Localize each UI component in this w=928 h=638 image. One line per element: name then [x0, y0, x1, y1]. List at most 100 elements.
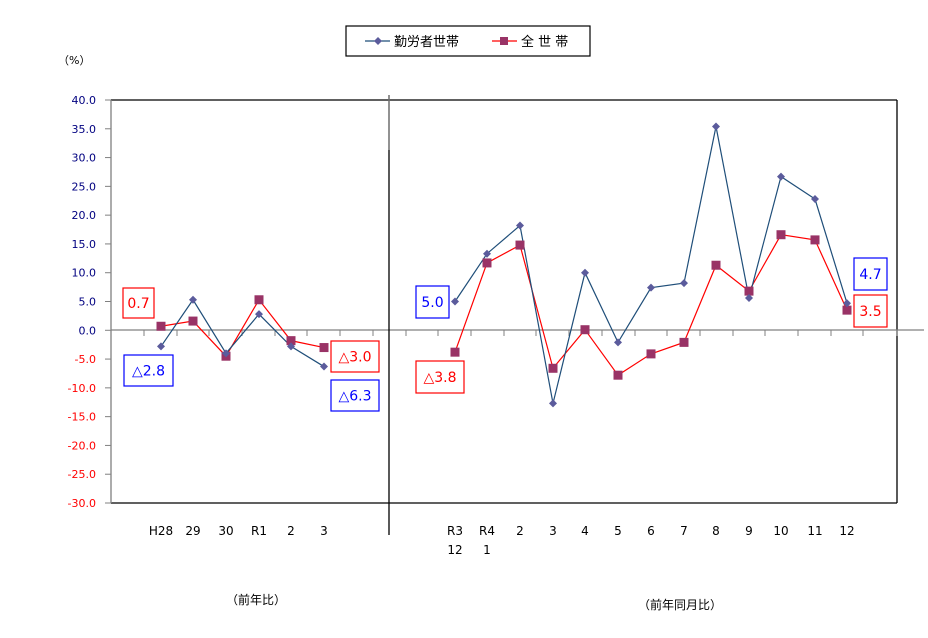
- annotation-box: [123, 354, 174, 387]
- x-tick-label: 7: [680, 524, 688, 538]
- square-marker-icon: [613, 370, 623, 380]
- square-marker-icon: [515, 240, 525, 250]
- x-tick-label: 29: [185, 524, 200, 538]
- diamond-marker-icon: [712, 122, 720, 131]
- x-tick-label: R1: [251, 524, 267, 538]
- x-tick-label: 8: [712, 524, 720, 538]
- x-tick-label: 3: [549, 524, 557, 538]
- diamond-marker-icon: [843, 299, 851, 308]
- y-tick-label: -10.0: [68, 382, 96, 395]
- annotation-label: 0.7: [127, 296, 149, 312]
- y-tick-label: -20.0: [68, 439, 96, 452]
- data-annotations: 0.7 △2.8 △3.0 △6.3 5.0 △3.8 4.7 3.5: [122, 257, 888, 412]
- annotation-label: △2.8: [132, 364, 165, 380]
- square-marker-icon: [450, 347, 460, 357]
- diamond-marker-icon: [255, 310, 263, 319]
- square-marker-icon: [744, 286, 754, 296]
- legend-label-workers: 勤労者世帯: [394, 35, 459, 50]
- series-line: [160, 298, 325, 358]
- x-tick-label: 12: [447, 543, 462, 557]
- series-line: [454, 126, 848, 404]
- y-tick-label: 10.0: [72, 267, 97, 280]
- x-tick-label: 12: [839, 524, 854, 538]
- square-marker-icon: [842, 305, 852, 315]
- square-marker-icon: [580, 325, 590, 335]
- series-line: [160, 298, 325, 368]
- annotation-box: [853, 257, 888, 291]
- y-tick-label: -5.0: [75, 353, 96, 366]
- annotation-box: [415, 360, 465, 394]
- x-tick-label: 2: [516, 524, 524, 538]
- square-marker-icon: [156, 321, 166, 331]
- x-tick-label: 5: [614, 524, 622, 538]
- diamond-marker-icon: [516, 221, 524, 230]
- diamond-marker-icon: [287, 342, 295, 351]
- legend: 勤労者世帯 全 世 帯: [345, 25, 591, 57]
- y-tick-label: 5.0: [79, 296, 97, 309]
- x-ticks: [143, 330, 898, 336]
- annotation-label: △6.3: [338, 389, 371, 405]
- square-marker-icon: [188, 316, 198, 326]
- x-tick-label: R4: [479, 524, 495, 538]
- annotation-label: △3.0: [338, 350, 371, 366]
- annotation-box: [415, 285, 450, 319]
- y-axis: 40.0 35.0 30.0 25.0 20.0 15.0 10.0 5.0 0.0 -5.0 -1…: [68, 94, 111, 510]
- annual-caption: （前年比）: [226, 592, 286, 607]
- y-tick-label: -30.0: [68, 497, 96, 510]
- diamond-marker-icon: [451, 297, 459, 306]
- square-marker-icon: [646, 349, 656, 359]
- annotation-label: 3.5: [859, 304, 881, 320]
- y-tick-label: 25.0: [72, 180, 97, 193]
- diamond-marker-icon: [222, 349, 230, 358]
- y-tick-label: -15.0: [68, 411, 96, 424]
- annotation-label: 4.7: [859, 267, 881, 283]
- y-tick-label: 15.0: [72, 238, 97, 251]
- diamond-marker-icon: [614, 338, 622, 347]
- x-tick-label: 2: [287, 524, 295, 538]
- square-marker-icon: [286, 336, 296, 346]
- x-tick-label: H28: [149, 524, 173, 538]
- y-tick-label: 30.0: [72, 152, 97, 165]
- annotation-label: 5.0: [421, 295, 443, 311]
- diamond-marker-icon: [483, 249, 491, 258]
- square-marker-icon: [679, 337, 689, 347]
- square-marker-icon: [254, 295, 264, 305]
- square-marker-icon: [776, 230, 786, 240]
- diamond-marker-icon: [680, 279, 688, 288]
- y-tick-label: 40.0: [72, 94, 97, 107]
- diamond-marker-icon: [647, 283, 655, 292]
- square-marker-icon: [711, 260, 721, 270]
- y-axis-unit-label: （%）: [58, 54, 90, 67]
- plot-frame: [110, 99, 898, 504]
- diamond-marker-icon: [777, 172, 785, 181]
- annotation-box: [330, 340, 380, 373]
- annotation-box: [330, 379, 380, 412]
- x-tick-label: 3: [320, 524, 328, 538]
- square-marker-icon: [548, 363, 558, 373]
- legend-label-all: 全 世 帯: [521, 34, 568, 50]
- y-tick-label: 20.0: [72, 209, 97, 222]
- diamond-marker-icon: [549, 399, 557, 408]
- x-tick-label: 6: [647, 524, 655, 538]
- square-marker-icon: [810, 235, 820, 245]
- annotation-label: △3.8: [423, 370, 456, 386]
- x-tick-label: 1: [483, 543, 491, 557]
- x-tick-label: 4: [581, 524, 589, 538]
- square-marker-icon: [319, 343, 329, 353]
- monthly-caption: （前年同月比）: [638, 597, 722, 612]
- square-marker-icon: [500, 37, 508, 45]
- diamond-marker-icon: [374, 37, 382, 45]
- x-tick-label: 9: [745, 524, 753, 538]
- diamond-marker-icon: [189, 295, 197, 304]
- diamond-marker-icon: [320, 362, 328, 371]
- diamond-marker-icon: [745, 294, 753, 303]
- series-layer: [156, 122, 852, 408]
- x-tick-label: 11: [807, 524, 822, 538]
- annotation-box: [853, 294, 888, 328]
- y-tick-label: -25.0: [68, 468, 96, 481]
- y-tick-label: 0.0: [79, 324, 97, 337]
- x-tick-label: 30: [218, 524, 233, 538]
- square-marker-icon: [482, 258, 492, 268]
